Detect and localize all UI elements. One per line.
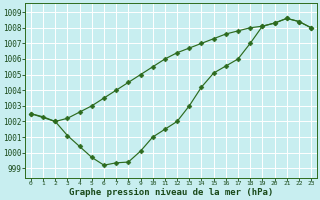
X-axis label: Graphe pression niveau de la mer (hPa): Graphe pression niveau de la mer (hPa) bbox=[69, 188, 273, 197]
